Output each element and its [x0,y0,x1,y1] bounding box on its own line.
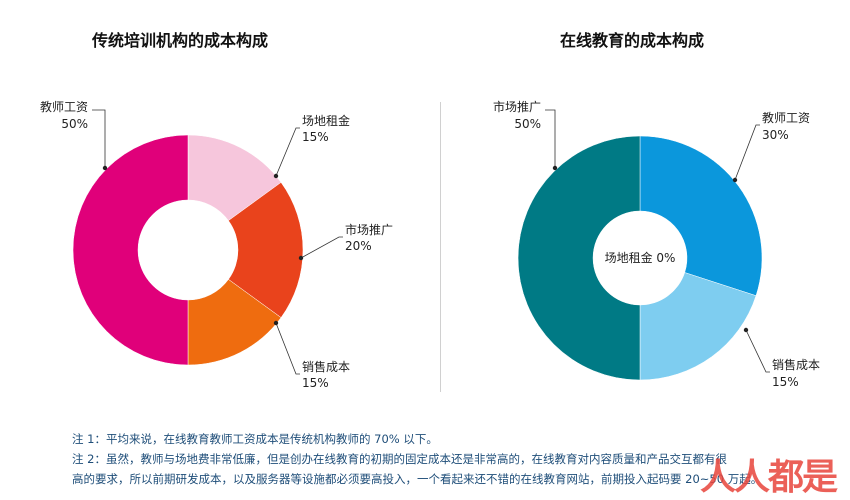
chart-title-traditional: 传统培训机构的成本构成 [92,31,269,50]
label-name-1-2: 市场推广 [493,99,541,114]
leader-line-1-1 [745,329,770,373]
label-name-0-1: 市场推广 [345,222,393,237]
leader-line-1-2 [545,109,556,168]
leader-dot-0-0 [273,173,279,179]
donut-charts: 场地租金 15% 市场推广 20% 销售成本 15% 教师工资 50% 教师工资 30% 销售成本 1… [40,99,820,390]
label-pct-1-2: 50% [514,117,541,131]
center-label-1: 场地租金 0% [605,250,676,265]
label-name-0-0: 场地租金 [302,113,350,128]
label-name-1-1: 销售成本 [772,357,820,372]
donut-1-slice-2 [517,135,641,381]
leader-line-0-2 [275,322,300,375]
footnotes: 注 1：平均来说，在线教育教师工资成本是传统机构教师的 70% 以下。 注 2：… [72,429,772,489]
leader-dot-1-0 [732,177,738,183]
leader-line-0-1 [300,236,343,259]
donut-0-slice-3 [72,134,189,366]
label-pct-0-2: 15% [302,376,329,390]
label-pct-1-1: 15% [772,375,799,389]
label-name-0-2: 销售成本 [302,359,350,374]
leader-line-0-3 [92,109,106,168]
label-name-0-3: 教师工资 [40,99,88,114]
leader-dot-0-3 [102,165,108,171]
chart-divider [440,102,441,392]
chart-title-online: 在线教育的成本构成 [560,31,705,50]
leader-dot-0-1 [298,255,304,261]
leader-dot-1-1 [743,327,749,333]
footnote-3: 高的要求，所以前期研发成本，以及服务器等设施都必须要高投入，一个看起来还不错的在… [72,472,763,486]
donut-0-slice-1 [228,182,304,318]
donut-1-slice-0 [639,135,763,297]
leader-line-1-0 [734,124,760,181]
label-pct-0-3: 50% [61,117,88,131]
donut-0-slice-2 [187,279,282,366]
label-pct-0-0: 15% [302,130,329,144]
watermark-logo: 人人都是 [699,457,838,498]
leader-dot-1-2 [552,165,558,171]
footnote-2: 注 2：虽然，教师与场地费非常低廉，但是创办在线教育的初期的固定成本还是非常高的… [72,452,727,466]
label-name-1-0: 教师工资 [762,110,810,125]
footnote-1: 注 1：平均来说，在线教育教师工资成本是传统机构教师的 70% 以下。 [72,432,438,446]
label-pct-1-0: 30% [762,128,789,142]
leader-dot-0-2 [273,320,279,326]
donut-1-slice-1 [639,272,757,381]
leader-line-0-0 [275,127,300,177]
label-pct-0-1: 20% [345,239,372,253]
